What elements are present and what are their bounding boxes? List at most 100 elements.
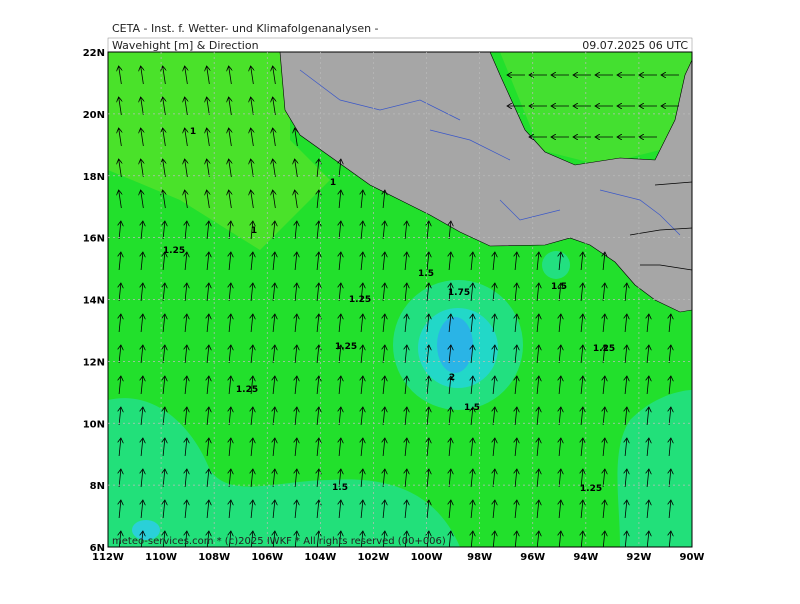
arrow bbox=[141, 128, 144, 147]
lon-label: 108W bbox=[198, 552, 230, 563]
lat-label: 14N bbox=[83, 296, 105, 307]
arrow bbox=[295, 345, 297, 364]
arrow bbox=[141, 252, 143, 271]
swell-zone bbox=[542, 251, 570, 279]
arrow bbox=[559, 376, 561, 395]
arrow bbox=[229, 407, 231, 426]
arrow bbox=[537, 314, 539, 333]
map-date: 09.07.2025 06 UTC bbox=[582, 39, 688, 52]
arrow bbox=[141, 500, 143, 519]
arrow bbox=[141, 159, 144, 178]
arrow bbox=[185, 376, 187, 395]
arrow bbox=[273, 531, 275, 547]
arrow bbox=[383, 221, 385, 240]
arrow bbox=[185, 159, 188, 178]
arrow bbox=[119, 221, 121, 240]
arrow bbox=[603, 500, 605, 519]
arrow bbox=[471, 283, 473, 302]
arrow bbox=[339, 438, 341, 457]
arrow bbox=[229, 438, 231, 457]
arrow bbox=[669, 314, 671, 333]
lon-label: 94W bbox=[573, 552, 598, 563]
arrow bbox=[581, 376, 583, 395]
arrow bbox=[581, 438, 583, 457]
arrow bbox=[295, 190, 298, 209]
arrow bbox=[229, 66, 232, 85]
arrow bbox=[119, 283, 121, 302]
map-title: Wavehight [m] & Direction bbox=[112, 39, 259, 52]
arrow bbox=[339, 469, 341, 488]
arrow bbox=[207, 314, 209, 333]
arrow bbox=[273, 500, 275, 519]
arrow bbox=[449, 376, 451, 395]
arrow bbox=[317, 283, 319, 302]
arrow bbox=[163, 190, 166, 209]
arrow bbox=[207, 438, 209, 457]
lat-label: 20N bbox=[83, 110, 105, 121]
contour-label: 1.25 bbox=[593, 344, 615, 354]
arrow bbox=[163, 283, 165, 302]
arrow bbox=[559, 252, 561, 271]
arrow bbox=[273, 314, 275, 333]
arrow bbox=[339, 531, 341, 547]
arrow bbox=[317, 252, 319, 271]
arrow bbox=[361, 252, 363, 271]
swell-core bbox=[437, 317, 473, 373]
arrow bbox=[207, 500, 209, 519]
arrow bbox=[493, 345, 495, 364]
arrow bbox=[603, 345, 605, 364]
arrow bbox=[229, 252, 231, 271]
arrow bbox=[427, 500, 429, 519]
arrow bbox=[625, 438, 627, 457]
arrow bbox=[669, 500, 671, 519]
arrow bbox=[163, 531, 165, 547]
arrow bbox=[273, 190, 276, 209]
arrow bbox=[119, 407, 121, 426]
arrow bbox=[603, 407, 605, 426]
arrow bbox=[141, 376, 143, 395]
arrow bbox=[603, 283, 605, 302]
arrow bbox=[471, 407, 473, 426]
arrow bbox=[383, 438, 385, 457]
arrow bbox=[119, 469, 121, 488]
arrow bbox=[273, 159, 276, 178]
arrow bbox=[251, 531, 253, 547]
arrow bbox=[537, 252, 539, 271]
lon-label: 110W bbox=[145, 552, 177, 563]
arrow bbox=[207, 97, 210, 116]
arrow bbox=[185, 97, 188, 116]
arrow bbox=[427, 345, 429, 364]
arrow bbox=[669, 345, 671, 364]
arrow bbox=[317, 469, 319, 488]
arrow bbox=[317, 500, 319, 519]
arrow bbox=[295, 221, 297, 240]
arrow bbox=[427, 469, 429, 488]
arrow bbox=[361, 190, 363, 209]
arrow bbox=[405, 376, 407, 395]
direction-arrows bbox=[119, 66, 679, 547]
arrow bbox=[119, 531, 121, 547]
arrow bbox=[449, 221, 451, 240]
arrow bbox=[295, 469, 297, 488]
lat-label: 6N bbox=[90, 543, 105, 554]
arrow bbox=[405, 221, 407, 240]
arrow bbox=[207, 283, 209, 302]
arrow bbox=[141, 314, 143, 333]
arrow bbox=[515, 531, 517, 547]
contour-label: 1 bbox=[251, 226, 257, 236]
arrow bbox=[251, 128, 254, 147]
arrow bbox=[625, 283, 627, 302]
lat-label: 22N bbox=[83, 48, 105, 59]
arrow bbox=[361, 469, 363, 488]
arrow bbox=[361, 500, 363, 519]
arrow bbox=[251, 66, 254, 85]
arrow bbox=[119, 97, 122, 116]
arrow bbox=[163, 314, 165, 333]
arrow bbox=[581, 345, 583, 364]
arrow bbox=[339, 345, 341, 364]
arrow bbox=[251, 221, 253, 240]
arrow bbox=[141, 221, 143, 240]
arrow bbox=[251, 97, 254, 116]
arrow bbox=[515, 376, 517, 395]
arrow bbox=[427, 252, 429, 271]
